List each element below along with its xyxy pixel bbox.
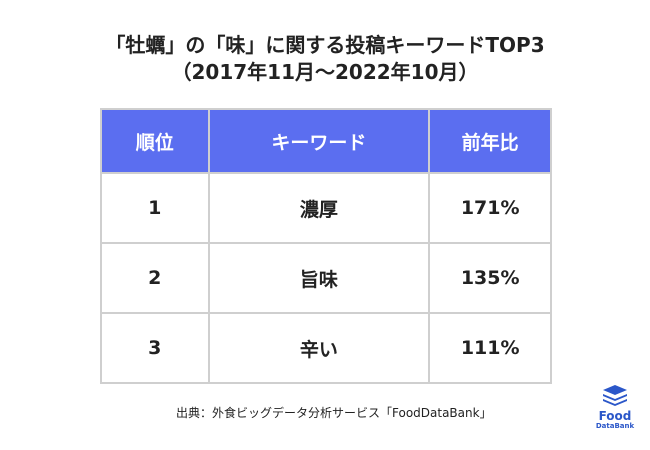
rank-cell: 2 [100,242,210,314]
table-header: 順位 キーワード 前年比 [100,108,552,174]
header-rank: 順位 [100,108,210,174]
header-yoy: 前年比 [428,108,552,174]
title-line1: 「牡蠣」の「味」に関する投稿キーワードTOP3 [105,33,545,57]
table-row: 1 濃厚 171% [100,172,552,244]
logo-text-databank: DataBank [595,422,635,430]
ranking-table: 順位 キーワード 前年比 1 濃厚 171% 2 旨味 135% 3 辛い 11… [100,108,552,384]
rank-cell: 1 [100,172,210,244]
keyword-cell: 旨味 [207,242,431,314]
keyword-cell: 辛い [207,312,431,384]
yoy-cell: 111% [428,312,552,384]
table-row: 2 旨味 135% [100,242,552,314]
keyword-cell: 濃厚 [207,172,431,244]
stacked-layers-icon [603,385,627,406]
rank-cell: 3 [100,312,210,384]
source-note: 出典：外食ビッグデータ分析サービス「FoodDataBank」 [176,406,492,420]
page-title: 「牡蠣」の「味」に関する投稿キーワードTOP3 （2017年11月〜2022年1… [0,32,650,86]
header-keyword: キーワード [207,108,431,174]
logo-text-food: Food [598,409,632,423]
yoy-cell: 171% [428,172,552,244]
table-row: 3 辛い 111% [100,312,552,384]
yoy-cell: 135% [428,242,552,314]
fooddatabank-logo: Food DataBank [592,384,638,430]
title-line2: （2017年11月〜2022年10月） [171,60,479,84]
